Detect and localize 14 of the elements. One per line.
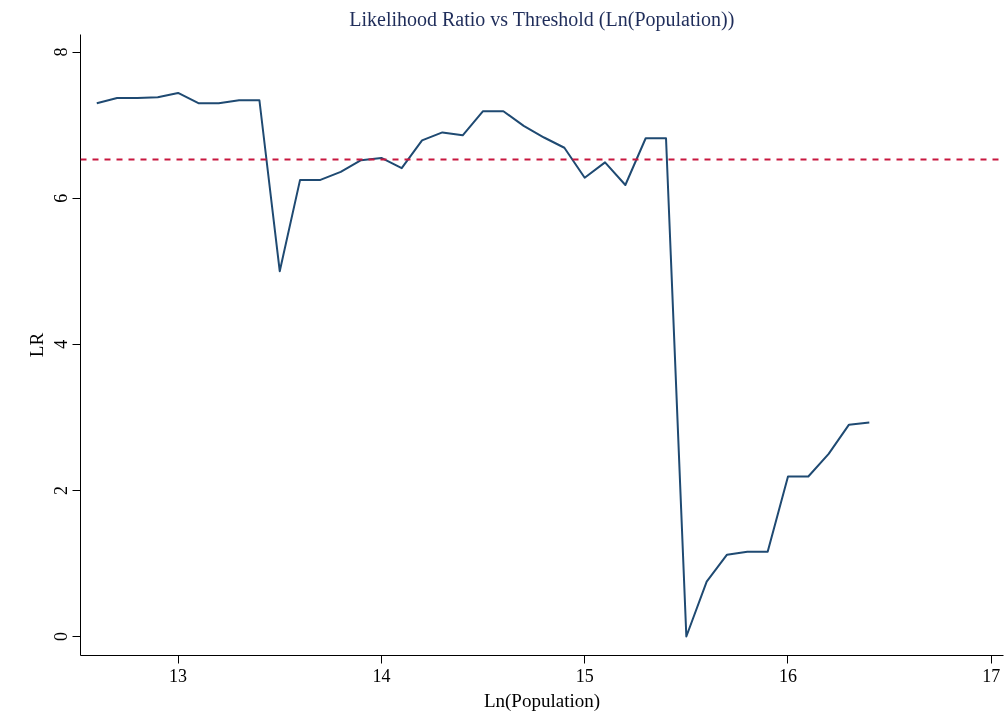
x-tick-label: 17	[982, 665, 1001, 686]
x-axis-title: Ln(Population)	[483, 689, 601, 712]
y-tick-label: 8	[51, 47, 72, 57]
x-tick-label: 16	[779, 665, 797, 686]
x-tick-label: 15	[575, 665, 594, 686]
y-tick-label: 4	[51, 339, 72, 349]
x-tick-label: 14	[372, 665, 391, 686]
y-axis-title: LR	[25, 332, 47, 358]
x-tick-label: 13	[169, 665, 188, 686]
y-tick-label: 6	[51, 193, 72, 203]
y-tick-label: 2	[51, 485, 72, 495]
chart-title: Likelihood Ratio vs Threshold (Ln(Population))	[349, 7, 735, 31]
y-tick-label: 0	[51, 632, 72, 641]
line-series	[95, 91, 871, 638]
